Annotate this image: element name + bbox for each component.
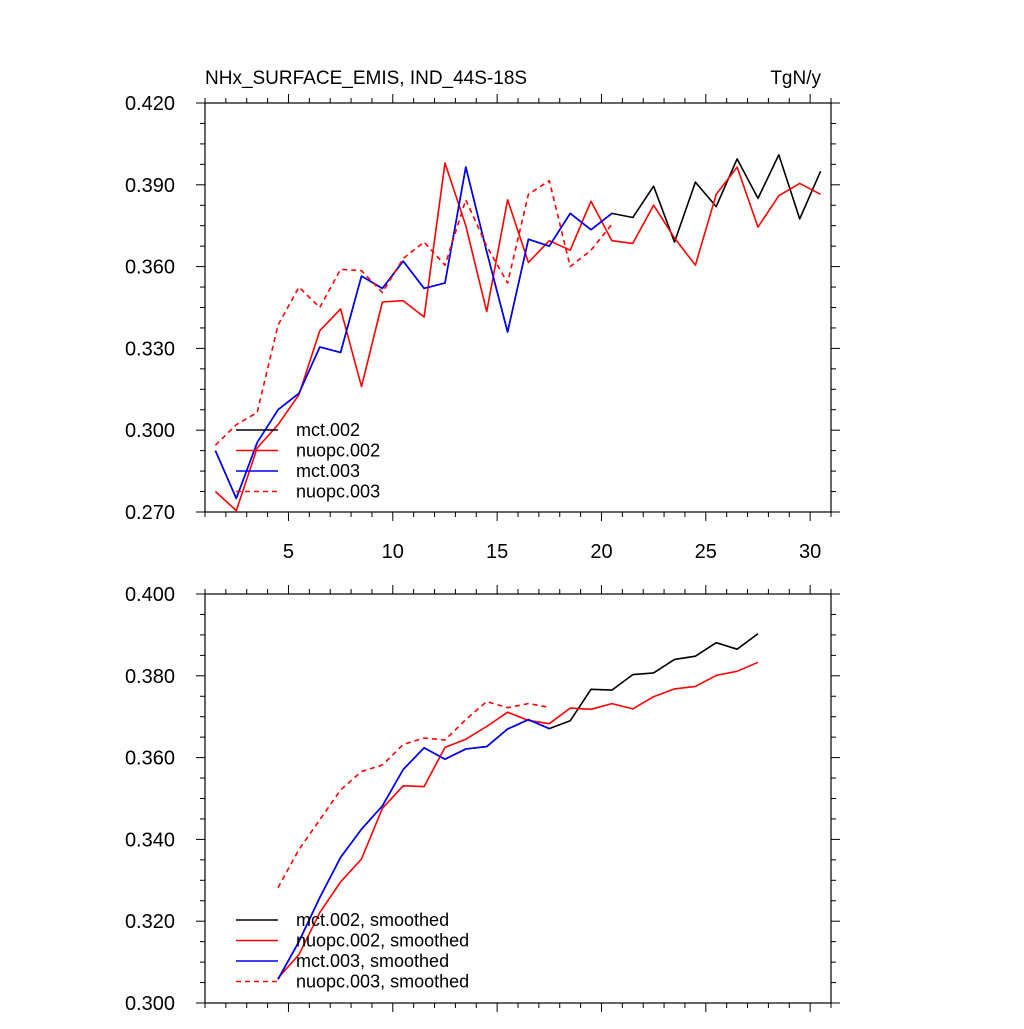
y-tick-label: 0.320: [125, 911, 175, 933]
x-tick-label: 15: [486, 541, 508, 563]
y-tick-label: 0.270: [125, 502, 175, 524]
series-line: [277, 700, 550, 889]
top-panel: NHx_SURFACE_EMIS, IND_44S-18S TgN/y 5 10 15 2…: [125, 68, 840, 563]
legend-label: nuopc.003: [296, 482, 380, 502]
series-line: [214, 179, 613, 446]
y-tick-label: 0.390: [125, 175, 175, 197]
x-tick-label: 25: [695, 541, 717, 563]
legend-label: mct.002: [296, 420, 360, 440]
legend-label: nuopc.002: [296, 441, 380, 461]
x-tick-label: 5: [283, 541, 294, 563]
x-tick-label: 10: [382, 541, 404, 563]
series-line: [277, 661, 759, 979]
legend-label: nuopc.002, smoothed: [296, 931, 469, 951]
x-tick-label: 30: [799, 541, 821, 563]
y-tick-label: 0.360: [125, 748, 175, 770]
series-line: [214, 166, 613, 500]
x-tick-label: 20: [590, 541, 612, 563]
legend-label: nuopc.003, smoothed: [296, 972, 469, 992]
y-tick-label: 0.360: [125, 257, 175, 279]
y-tick-label: 0.300: [125, 993, 175, 1015]
chart-units: TgN/y: [770, 68, 821, 89]
y-tick-label: 0.420: [125, 93, 175, 115]
y-tick-label: 0.340: [125, 829, 175, 851]
y-tick-label: 0.380: [125, 666, 175, 688]
legend-label: mct.003: [296, 461, 360, 481]
chart-title: NHx_SURFACE_EMIS, IND_44S-18S: [205, 68, 527, 89]
y-tick-label: 0.300: [125, 420, 175, 442]
y-tick-label: 0.330: [125, 338, 175, 360]
series-line: [277, 718, 550, 980]
bottom-panel: 0.300 0.320 0.340 0.360 0.380 0.400 mct.002, s…: [125, 584, 840, 1015]
y-tick-label: 0.400: [125, 584, 175, 606]
series-line: [214, 162, 821, 512]
legend-label: mct.003, smoothed: [296, 951, 449, 971]
legend-label: mct.002, smoothed: [296, 910, 449, 930]
